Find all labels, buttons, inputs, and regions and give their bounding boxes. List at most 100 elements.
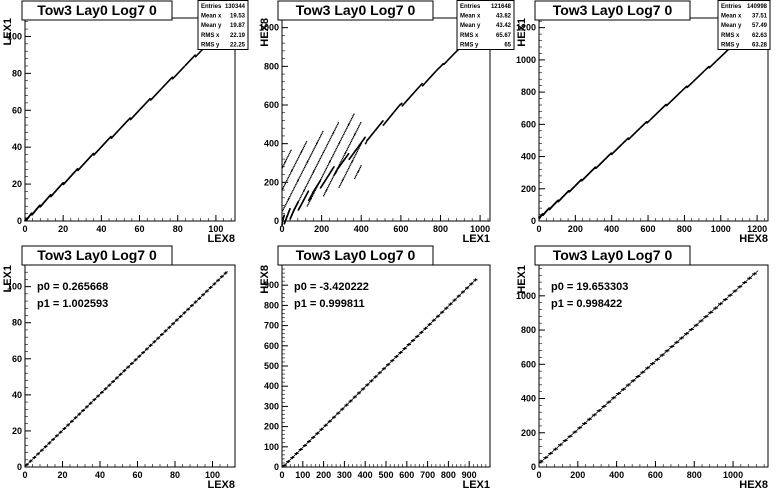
outlier-point bbox=[308, 157, 311, 159]
data-point bbox=[608, 154, 611, 156]
data-point bbox=[200, 50, 202, 52]
data-point bbox=[436, 69, 438, 71]
data-point bbox=[82, 164, 84, 166]
data-point bbox=[111, 136, 113, 139]
data-point bbox=[660, 108, 662, 110]
x-tick-label: 800 bbox=[687, 470, 702, 480]
data-point bbox=[130, 118, 132, 120]
outlier-point bbox=[335, 169, 338, 172]
x-tick-label: 600 bbox=[393, 224, 408, 234]
data-point bbox=[314, 187, 317, 189]
data-point bbox=[332, 167, 334, 169]
data-point bbox=[171, 78, 174, 80]
data-point bbox=[440, 64, 443, 67]
fit-line bbox=[538, 270, 759, 464]
data-point bbox=[403, 103, 405, 105]
data-point bbox=[300, 204, 302, 206]
outlier-point bbox=[286, 178, 289, 180]
outlier-point bbox=[287, 176, 290, 179]
outlier-point bbox=[352, 159, 354, 162]
data-point bbox=[288, 209, 291, 212]
data-point bbox=[102, 144, 104, 147]
data-point bbox=[81, 165, 83, 167]
y-tick-label: 400 bbox=[264, 381, 279, 391]
outlier-point bbox=[289, 151, 291, 153]
outlier-point bbox=[323, 172, 325, 174]
outlier-point bbox=[359, 123, 361, 125]
outlier-point bbox=[354, 176, 357, 178]
data-point bbox=[137, 110, 140, 112]
data-point bbox=[644, 122, 646, 124]
outlier-point bbox=[352, 136, 355, 138]
outlier-point bbox=[339, 139, 342, 142]
y-tick-label: 0 bbox=[274, 216, 279, 226]
data-point bbox=[302, 200, 304, 202]
data-point bbox=[125, 121, 128, 123]
data-point bbox=[364, 136, 366, 139]
outlier-point bbox=[333, 129, 336, 132]
outlier-point bbox=[348, 145, 350, 147]
data-point bbox=[445, 61, 447, 63]
data-point bbox=[699, 74, 701, 76]
outlier-point bbox=[299, 175, 301, 178]
outlier-point bbox=[360, 122, 362, 124]
stats-box: Entries 140998 Mean x 37.51 Mean y 57.49 RMS x… bbox=[717, 0, 771, 50]
data-point bbox=[407, 98, 409, 100]
data-point bbox=[26, 218, 28, 220]
data-point bbox=[378, 124, 381, 126]
data-point bbox=[615, 148, 618, 151]
data-point bbox=[541, 213, 543, 215]
stats-label: RMS y bbox=[460, 42, 479, 48]
data-point bbox=[618, 146, 620, 148]
data-point bbox=[319, 187, 322, 189]
data-point bbox=[301, 201, 304, 203]
data-point bbox=[548, 207, 550, 209]
outlier-point bbox=[356, 173, 358, 175]
outlier-point bbox=[305, 142, 307, 144]
outlier-point bbox=[289, 173, 291, 176]
outlier-point bbox=[304, 166, 306, 168]
data-point bbox=[453, 53, 455, 55]
outlier-point bbox=[342, 135, 344, 137]
y-tick-label: 400 bbox=[521, 394, 536, 404]
data-point bbox=[305, 195, 307, 197]
outlier-point bbox=[353, 134, 356, 136]
data-point bbox=[349, 157, 351, 159]
outlier-point bbox=[291, 191, 293, 193]
outlier-point bbox=[341, 136, 343, 139]
outlier-point bbox=[352, 137, 354, 139]
x-tick-label: 1000 bbox=[723, 470, 743, 480]
data-point bbox=[712, 63, 714, 65]
data-point bbox=[700, 73, 702, 75]
data-point bbox=[329, 172, 331, 174]
fit-p0-label: p0 = -3.420222 bbox=[294, 281, 369, 293]
outlier-point bbox=[313, 191, 316, 193]
y-tick-label: 40 bbox=[12, 390, 22, 400]
data-point bbox=[437, 68, 439, 70]
data-point bbox=[429, 76, 432, 78]
data-point bbox=[612, 152, 614, 154]
data-point bbox=[29, 214, 31, 216]
data-point bbox=[610, 153, 613, 156]
data-point bbox=[307, 191, 309, 194]
data-point bbox=[656, 112, 658, 115]
data-point bbox=[78, 168, 80, 170]
stats-value: 22.25 bbox=[230, 42, 246, 48]
data-point bbox=[705, 68, 707, 71]
data-point bbox=[287, 212, 290, 214]
data-point bbox=[116, 130, 119, 133]
chart-title: Tow3 Lay0 Log7 0 bbox=[296, 2, 416, 18]
data-point bbox=[118, 129, 120, 131]
data-point bbox=[420, 83, 422, 86]
stats-label: RMS x bbox=[460, 33, 479, 39]
outlier-point bbox=[333, 131, 335, 133]
data-point bbox=[683, 88, 685, 90]
data-point bbox=[667, 103, 669, 106]
outlier-point bbox=[337, 122, 340, 124]
outlier-point bbox=[353, 113, 355, 115]
y-tick-label: 200 bbox=[521, 428, 536, 438]
data-point bbox=[575, 184, 577, 186]
stats-label: Entries bbox=[201, 4, 222, 10]
data-point bbox=[88, 158, 90, 160]
outlier-point bbox=[329, 182, 331, 184]
